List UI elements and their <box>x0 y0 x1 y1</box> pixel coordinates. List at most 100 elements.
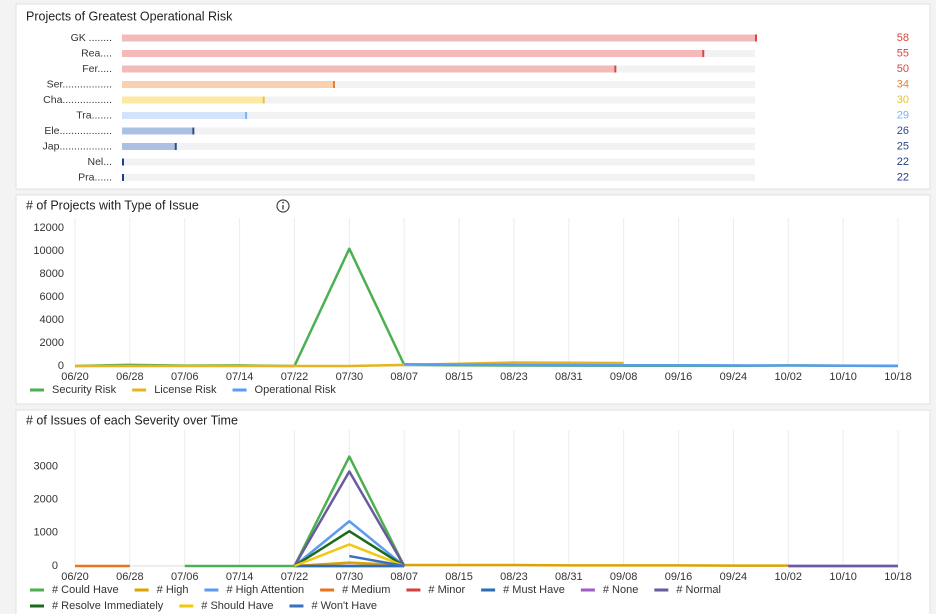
bar-track <box>122 174 755 181</box>
y-tick-label: 4000 <box>40 314 64 326</box>
bar-label: Pra...... <box>78 171 112 183</box>
x-tick-label: 06/20 <box>61 571 89 583</box>
series-line <box>293 470 898 568</box>
x-tick-label: 09/08 <box>610 571 638 583</box>
x-tick-label: 08/23 <box>500 371 528 383</box>
x-tick-label: 06/28 <box>116 571 144 583</box>
x-tick-label: 10/18 <box>884 371 912 383</box>
bar-track <box>122 158 755 166</box>
bar-track <box>122 81 755 88</box>
series-line <box>293 519 405 567</box>
bar-label: Fer..... <box>82 63 112 75</box>
x-tick-label: 08/31 <box>555 571 583 583</box>
x-tick-label: 08/23 <box>500 571 528 583</box>
info-icon[interactable] <box>276 199 290 213</box>
y-tick-label: 8000 <box>40 268 64 280</box>
value-label: 22 <box>897 156 909 168</box>
panel-title: # of Issues of each Severity over Time <box>26 413 238 427</box>
x-tick-label: 10/02 <box>775 571 803 583</box>
legend-label: Operational Risk <box>255 384 337 396</box>
bar <box>122 34 755 42</box>
y-tick-label: 10000 <box>33 245 64 257</box>
panel-title: # of Projects with Type of Issue <box>26 198 199 212</box>
bar <box>122 96 263 104</box>
legend-label: License Risk <box>154 384 217 396</box>
panel <box>15 409 931 614</box>
bar-track <box>122 96 755 104</box>
bar <box>122 112 246 119</box>
value-label: 22 <box>897 171 909 183</box>
x-tick-label: 09/16 <box>665 371 693 383</box>
value-label: 50 <box>897 63 909 75</box>
series-line <box>75 361 624 368</box>
value-label: 26 <box>897 125 909 137</box>
bar-end <box>122 158 124 166</box>
y-tick-label: 0 <box>58 360 64 372</box>
bar-end <box>755 34 757 42</box>
bar-end <box>192 127 195 135</box>
x-tick-label: 07/22 <box>281 371 309 383</box>
value-label: 29 <box>897 109 909 121</box>
legend-label: # Won't Have <box>311 600 376 612</box>
x-tick-label: 07/14 <box>226 371 254 383</box>
value-label: 30 <box>897 94 909 106</box>
x-tick-label: 09/24 <box>720 371 748 383</box>
x-tick-label: 07/14 <box>226 571 254 583</box>
bar <box>122 50 703 57</box>
y-tick-label: 6000 <box>40 291 64 303</box>
bar-end <box>702 50 705 57</box>
legend-label: Security Risk <box>52 384 117 396</box>
series-line <box>294 543 405 568</box>
bar <box>122 81 333 88</box>
bar-label: Tra....... <box>76 109 112 121</box>
legend-label: # Medium <box>342 584 390 596</box>
value-label: 58 <box>897 32 909 44</box>
legend-label: # None <box>603 584 638 596</box>
x-tick-label: 10/02 <box>775 371 803 383</box>
x-tick-label: 06/28 <box>116 371 144 383</box>
x-tick-label: 06/20 <box>61 371 89 383</box>
legend-label: # Could Have <box>52 584 119 596</box>
info-circle <box>276 199 290 213</box>
bar-label: Ele.................. <box>44 125 112 137</box>
x-tick-label: 07/30 <box>336 371 364 383</box>
series-line <box>294 561 789 568</box>
bar-track <box>122 112 755 119</box>
x-tick-label: 08/31 <box>555 371 583 383</box>
value-label: 34 <box>897 78 909 90</box>
bar-end <box>333 81 335 88</box>
bar-label: GK ........ <box>71 32 112 44</box>
x-tick-label: 07/30 <box>336 571 364 583</box>
value-label: 25 <box>897 140 909 152</box>
bar-label: Jap.................. <box>43 140 112 152</box>
bar-label: Nel... <box>87 156 112 168</box>
series-line <box>293 529 405 568</box>
x-tick-label: 08/15 <box>445 571 473 583</box>
x-tick-label: 07/06 <box>171 371 199 383</box>
x-tick-label: 10/18 <box>884 571 912 583</box>
series-line <box>349 554 405 568</box>
bar-track <box>122 127 755 135</box>
legend-label: # High <box>157 584 189 596</box>
bar-label: Rea.... <box>81 47 112 59</box>
x-tick-label: 08/15 <box>445 371 473 383</box>
legend-label: # Minor <box>428 584 465 596</box>
legend-label: # High Attention <box>226 584 304 596</box>
bar-end <box>614 65 617 73</box>
x-tick-label: 10/10 <box>829 571 857 583</box>
x-tick-label: 08/07 <box>390 371 418 383</box>
value-label: 55 <box>897 47 909 59</box>
bar-track <box>122 143 755 150</box>
x-tick-label: 09/08 <box>610 371 638 383</box>
legend-label: # Should Have <box>201 600 273 612</box>
x-tick-label: 08/07 <box>390 571 418 583</box>
panel-title: Projects of Greatest Operational Risk <box>26 9 233 23</box>
y-tick-label: 0 <box>52 560 58 572</box>
info-dot <box>282 201 284 204</box>
x-tick-label: 09/24 <box>720 571 748 583</box>
bar-end <box>122 174 124 181</box>
bar <box>122 127 193 135</box>
bar-label: Cha................. <box>43 94 112 106</box>
y-tick-label: 2000 <box>40 337 64 349</box>
